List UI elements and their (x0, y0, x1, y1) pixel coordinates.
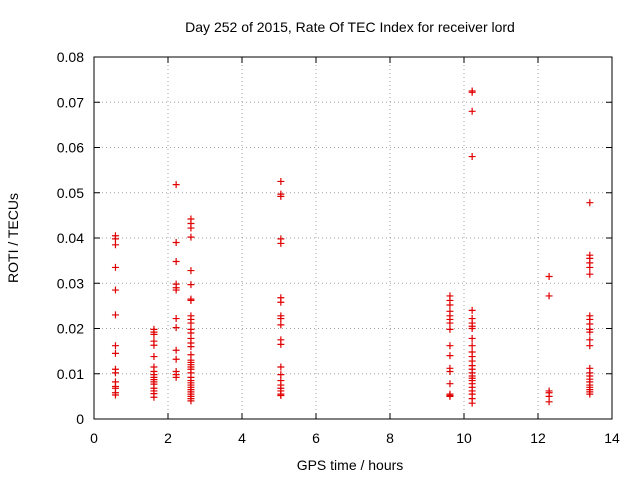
chart-title: Day 252 of 2015, Rate Of TEC Index for r… (185, 19, 515, 35)
data-point (586, 270, 594, 278)
data-point (111, 342, 119, 350)
data-point (586, 336, 594, 344)
data-point (468, 306, 476, 314)
data-point (586, 199, 594, 207)
data-point (172, 373, 180, 381)
x-tick-label: 12 (530, 430, 546, 446)
data-point (187, 296, 195, 304)
y-tick-label: 0.02 (57, 321, 84, 337)
x-tick-label: 14 (604, 430, 620, 446)
y-tick-label: 0.05 (57, 185, 84, 201)
data-point (187, 267, 195, 275)
y-tick-label: 0.04 (57, 230, 84, 246)
data-point (172, 239, 180, 247)
data-point (111, 286, 119, 294)
data-point (586, 263, 594, 271)
data-point (277, 298, 285, 306)
y-tick-label: 0.01 (57, 366, 84, 382)
data-point (172, 346, 180, 354)
data-point (111, 241, 119, 249)
x-tick-label: 0 (90, 430, 98, 446)
data-point (446, 392, 454, 400)
data-point (545, 272, 553, 280)
data-point (468, 334, 476, 342)
data-point (187, 233, 195, 241)
axis-ticks: 0 2 4 6 8 10 12 14 0 0.01 0.02 0.03 0.04 0.05 0.06 0.07… (57, 49, 620, 446)
data-point (277, 192, 285, 200)
data-point (187, 281, 195, 289)
data-point (446, 319, 454, 327)
x-tick-label: 2 (164, 430, 172, 446)
y-tick-label: 0.03 (57, 275, 84, 291)
data-point (446, 380, 454, 388)
x-tick-label: 8 (386, 430, 394, 446)
data-point (172, 324, 180, 332)
data-point (187, 343, 195, 351)
data-point (446, 367, 454, 375)
data-point (111, 349, 119, 357)
data-point (111, 391, 119, 399)
data-point (468, 325, 476, 332)
data-point (277, 177, 285, 185)
data-point (150, 330, 158, 338)
data-point (468, 342, 476, 350)
data-point (277, 315, 285, 323)
x-axis-label: GPS time / hours (297, 457, 404, 473)
data-point (187, 319, 195, 327)
x-tick-label: 10 (456, 430, 472, 446)
data-point (111, 263, 119, 271)
y-axis-label: ROTI / TECUs (5, 193, 21, 283)
x-tick-label: 4 (238, 430, 246, 446)
data-point (277, 239, 285, 247)
data-point (111, 311, 119, 319)
data-point (446, 352, 454, 360)
grid-lines (94, 57, 612, 419)
data-point (172, 286, 180, 294)
data-points (111, 87, 594, 407)
data-point (277, 363, 285, 371)
y-tick-label: 0.07 (57, 94, 84, 110)
data-point (468, 153, 476, 161)
y-tick-label: 0.06 (57, 140, 84, 156)
y-tick-label: 0 (76, 411, 84, 427)
data-point (150, 393, 158, 401)
data-point (187, 397, 195, 405)
y-tick-label: 0.08 (57, 49, 84, 65)
data-point (150, 353, 158, 361)
data-point (172, 181, 180, 189)
data-point (586, 328, 594, 336)
data-point (586, 342, 594, 350)
data-point (586, 390, 594, 398)
data-point (187, 224, 195, 232)
x-tick-label: 6 (312, 430, 320, 446)
data-point (277, 391, 285, 399)
data-point (277, 340, 285, 348)
data-point (446, 342, 454, 350)
data-point (468, 107, 476, 115)
data-point (545, 292, 553, 300)
data-point (172, 315, 180, 323)
data-point (111, 369, 119, 377)
data-point (468, 88, 476, 96)
data-point (172, 355, 180, 363)
data-point (468, 399, 476, 407)
data-point (277, 321, 285, 329)
data-point (446, 325, 454, 333)
data-point (150, 341, 158, 349)
data-point (111, 235, 119, 243)
data-point (172, 258, 180, 266)
data-point (545, 398, 553, 406)
data-point (446, 301, 454, 309)
data-point (277, 371, 285, 379)
